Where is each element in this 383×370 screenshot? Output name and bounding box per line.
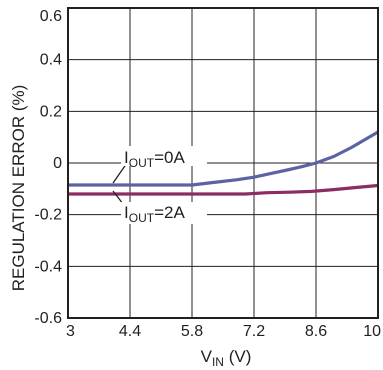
series-label-2a-sub: OUT (129, 211, 155, 225)
x-axis-title: VIN (V) (201, 347, 252, 369)
y-tick-labels: 0.6 0.4 0.2 0 -0.2 -0.4 -0.6 (34, 8, 62, 327)
y-axis-title: REGULATION ERROR (%) (9, 85, 28, 292)
x-axis-title-sub: IN (212, 355, 224, 369)
plot-frame (67, 7, 379, 319)
x-axis-title-main: V (201, 347, 213, 366)
series-line-0a (68, 130, 379, 187)
x-tick-labels: 3 4.4 5.8 7.2 8.6 10 (66, 323, 381, 340)
y-tick-label: 0 (53, 155, 62, 172)
series-lines (68, 130, 379, 196)
y-tick-label: -0.6 (34, 310, 62, 327)
svg-text:IOUT=2A: IOUT=2A (124, 203, 185, 225)
y-tick-label: -0.2 (34, 207, 62, 224)
series-label-0a-sub: OUT (129, 156, 155, 170)
x-tick-label: 7.2 (243, 323, 265, 340)
x-tick-label: 3 (66, 323, 75, 340)
y-tick-label: -0.4 (34, 258, 62, 275)
y-tick-label: 0.2 (40, 103, 62, 120)
x-tick-label: 4.4 (119, 323, 141, 340)
x-tick-label: 10 (363, 323, 381, 340)
series-line-2a (68, 183, 379, 196)
series-label-0a: IOUT=0A (121, 146, 207, 170)
series-label-2a: IOUT=2A (121, 202, 207, 225)
x-axis-title-unit: (V) (224, 347, 251, 366)
y-tick-label: 0.6 (40, 8, 62, 25)
x-tick-label: 8.6 (305, 323, 327, 340)
y-tick-label: 0.4 (40, 52, 62, 69)
series-label-0a-rest: =0A (154, 148, 185, 167)
svg-text:IOUT=0A: IOUT=0A (124, 148, 185, 170)
x-tick-label: 5.8 (181, 323, 203, 340)
grid-lines (68, 8, 378, 318)
series-label-0a-main: I (124, 148, 129, 167)
series-label-2a-rest: =2A (154, 203, 185, 222)
series-label-2a-main: I (124, 203, 129, 222)
annotation-leader-0a (112, 162, 128, 184)
